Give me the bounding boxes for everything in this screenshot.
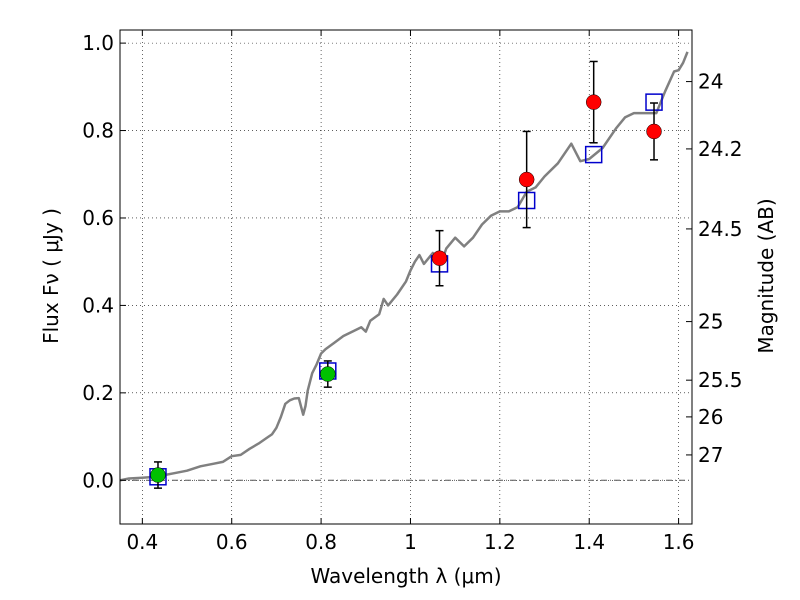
grid-lines bbox=[120, 30, 692, 524]
y2-tick-label: 27 bbox=[698, 443, 723, 467]
x-tick-label: 1.2 bbox=[484, 530, 516, 554]
model-box bbox=[584, 145, 603, 164]
red-point bbox=[431, 250, 448, 266]
y-tick-label: 0.4 bbox=[82, 293, 114, 317]
green-point bbox=[150, 467, 166, 483]
red-point bbox=[646, 123, 662, 140]
y2-tick-label: 25.5 bbox=[698, 368, 743, 392]
x-tick-labels: 0.4 0.6 0.8 1 1.2 1.4 1.6 bbox=[126, 530, 694, 554]
y-tick-label: 1.0 bbox=[82, 31, 114, 55]
y2-tick-label: 24 bbox=[698, 70, 723, 94]
y-tick-label: 0.8 bbox=[82, 119, 114, 143]
y-tick-label: 0.0 bbox=[82, 468, 114, 492]
y2-tick-labels: 24 24.2 24.5 25 25.5 26 27 bbox=[698, 70, 743, 467]
x-tick-label: 1.6 bbox=[663, 530, 695, 554]
x-tick-label: 0.8 bbox=[305, 530, 337, 554]
y-axis-label: Flux Fν ( μJy ) bbox=[39, 208, 63, 344]
x-tick-label: 1.4 bbox=[573, 530, 605, 554]
model-spectrum-line bbox=[119, 51, 689, 482]
red-point bbox=[585, 94, 602, 110]
green-point bbox=[320, 366, 336, 382]
plot-frame bbox=[119, 29, 693, 525]
y-tick-label: 0.2 bbox=[82, 381, 114, 405]
x-tick-label: 1 bbox=[404, 530, 417, 554]
red-point bbox=[518, 171, 535, 188]
y2-tick-label: 25 bbox=[698, 310, 723, 334]
x-tick-label: 0.6 bbox=[216, 530, 248, 554]
y2-tick-label: 26 bbox=[698, 405, 723, 429]
y-tick-labels: 0.0 0.2 0.4 0.6 0.8 1.0 bbox=[82, 31, 114, 492]
y2-tick-label: 24.5 bbox=[698, 217, 743, 241]
x-tick-label: 0.4 bbox=[126, 530, 158, 554]
observed-points bbox=[150, 94, 662, 483]
x-axis-label: Wavelength λ (μm) bbox=[310, 564, 501, 588]
y-tick-label: 0.6 bbox=[82, 206, 114, 230]
axis-ticks bbox=[120, 30, 692, 524]
y2-axis-label: Magnitude (AB) bbox=[754, 198, 778, 353]
y2-tick-label: 24.2 bbox=[698, 137, 743, 161]
